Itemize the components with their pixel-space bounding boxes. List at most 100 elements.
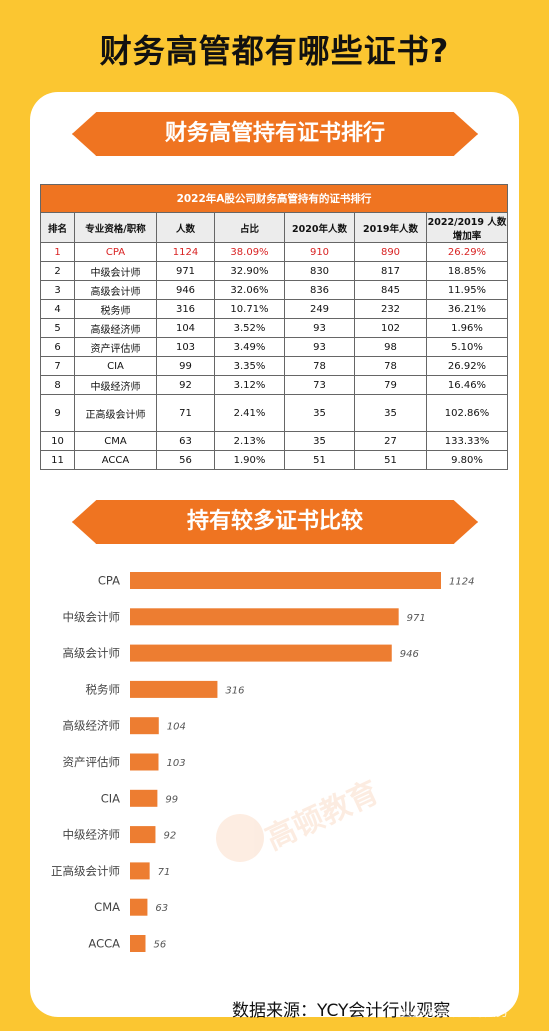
cell-share: 1.90% [214, 450, 285, 470]
svg-text:高顿教育: 高顿教育 [261, 775, 385, 857]
cell-rank: 2 [40, 261, 75, 281]
category-label: 中级会计师 [63, 610, 121, 624]
cell-count: 71 [156, 394, 215, 432]
bar [130, 717, 159, 735]
cell-qualification: 正高级会计师 [74, 394, 157, 432]
bar [130, 608, 399, 626]
ranking-table-wrapper: 2022年A股公司财务高管持有的证书排行 排名 专业资格/职称 人数 占比 20… [40, 184, 508, 470]
bar [130, 935, 146, 952]
cell-share: 3.52% [214, 318, 285, 338]
table-row: 11 ACCA 56 1.90% 51 51 9.80% [40, 450, 508, 470]
cell-count-2020: 35 [284, 394, 355, 432]
cell-rank: 8 [40, 375, 75, 395]
cell-count-2020: 93 [284, 337, 355, 357]
cell-count-2020: 35 [284, 431, 355, 451]
cell-count: 1124 [156, 242, 215, 262]
cell-count-2019: 79 [354, 375, 427, 395]
cell-count-2020: 836 [284, 280, 355, 300]
cell-rank: 7 [40, 356, 75, 376]
table-row: 4 税务师 316 10.71% 249 232 36.21% [40, 299, 508, 319]
col-header-share: 占比 [214, 212, 285, 243]
cell-rank: 9 [40, 394, 75, 432]
category-label: 正高级会计师 [51, 864, 120, 878]
cell-count: 99 [156, 356, 215, 376]
cell-share: 3.49% [214, 337, 285, 357]
bar-chart-svg: 高顿教育 CPA 1124 中级会计师 971 高级会计师 946 税务师 316 高级经济师 1… [51, 572, 474, 952]
cell-growth-rate: 26.29% [426, 242, 508, 262]
cell-growth-rate: 36.21% [426, 299, 508, 319]
bar [130, 753, 159, 771]
bar-value-label: 63 [155, 903, 168, 914]
cell-count: 971 [156, 261, 215, 281]
data-source-note: 数据来源：YCY会计行业观察 [232, 1001, 451, 1021]
cell-qualification: 中级经济师 [74, 375, 157, 395]
cell-share: 32.06% [214, 280, 285, 300]
cell-growth-rate: 5.10% [426, 337, 508, 357]
brand-logo-watermark: 高顿教育 [216, 775, 384, 862]
category-label: CIA [101, 791, 120, 805]
cell-share: 3.12% [214, 375, 285, 395]
page-title: 财务高管都有哪些证书? [99, 32, 450, 70]
bar-value-label: 103 [166, 758, 185, 769]
cell-count: 63 [156, 431, 215, 451]
cell-growth-rate: 9.80% [426, 450, 508, 470]
cell-share: 2.13% [214, 431, 285, 451]
col-header-rank: 排名 [40, 212, 75, 243]
bar [130, 826, 156, 844]
cell-count-2020: 51 [284, 450, 355, 470]
cell-rank: 3 [40, 280, 75, 300]
cell-growth-rate: 102.86% [426, 394, 508, 432]
bar [130, 898, 148, 916]
cell-rank: 11 [40, 450, 75, 470]
bar [130, 644, 392, 662]
cell-growth-rate: 18.85% [426, 261, 508, 281]
bar [130, 862, 150, 880]
cell-share: 10.71% [214, 299, 285, 319]
table-header-row: 排名 专业资格/职称 人数 占比 2020年人数 2019年人数 2022/20… [40, 212, 508, 243]
cell-rank: 4 [40, 299, 75, 319]
table-row: 6 资产评估师 103 3.49% 93 98 5.10% [40, 337, 508, 357]
table-row: 9 正高级会计师 71 2.41% 35 35 102.86% [40, 394, 508, 432]
bar-value-label: 971 [407, 613, 426, 624]
cell-share: 2.41% [214, 394, 285, 432]
category-label: CPA [98, 574, 120, 588]
table-row: 10 CMA 63 2.13% 35 27 133.33% [40, 431, 508, 451]
cell-count-2019: 845 [354, 280, 427, 300]
cell-count: 104 [156, 318, 215, 338]
cell-count: 946 [156, 280, 215, 300]
cell-growth-rate: 26.92% [426, 356, 508, 376]
category-label: 高级会计师 [63, 646, 121, 660]
cell-count-2019: 51 [354, 450, 427, 470]
table-row: 8 中级经济师 92 3.12% 73 79 16.46% [40, 375, 508, 395]
table-row: 2 中级会计师 971 32.90% 830 817 18.85% [40, 261, 508, 281]
cell-qualification: 资产评估师 [74, 337, 157, 357]
cell-count: 56 [156, 450, 215, 470]
table-caption: 2022年A股公司财务高管持有的证书排行 [40, 184, 508, 213]
section-title-comparison: 持有较多证书比较 [72, 500, 478, 544]
table-row: 1 CPA 1124 38.09% 910 890 26.29% [40, 242, 508, 262]
bar-value-label: 92 [163, 831, 176, 842]
cell-count-2019: 98 [354, 337, 427, 357]
category-label: 税务师 [86, 682, 121, 696]
bar-chart: 高顿教育 CPA 1124 中级会计师 971 高级会计师 946 税务师 316 高级经济师 1… [0, 560, 549, 980]
bar-value-label: 71 [158, 867, 171, 878]
section-title-ranking: 财务高管持有证书排行 [72, 112, 478, 156]
bar [130, 789, 158, 807]
cell-count: 316 [156, 299, 215, 319]
bar-value-label: 946 [400, 649, 419, 660]
category-label: CMA [94, 900, 120, 914]
bar-value-label: 104 [167, 722, 186, 733]
category-label: 资产评估师 [63, 755, 121, 769]
cell-count: 103 [156, 337, 215, 357]
cell-qualification: 高级会计师 [74, 280, 157, 300]
cell-rank: 10 [40, 431, 75, 451]
cell-count-2020: 249 [284, 299, 355, 319]
col-header-qualification: 专业资格/职称 [74, 212, 157, 243]
cell-growth-rate: 16.46% [426, 375, 508, 395]
cell-count-2019: 27 [354, 431, 427, 451]
cell-count-2019: 78 [354, 356, 427, 376]
category-label: ACCA [88, 937, 120, 951]
cell-qualification: CPA [74, 242, 157, 262]
cell-qualification: ACCA [74, 450, 157, 470]
bar-value-label: 316 [225, 685, 244, 696]
